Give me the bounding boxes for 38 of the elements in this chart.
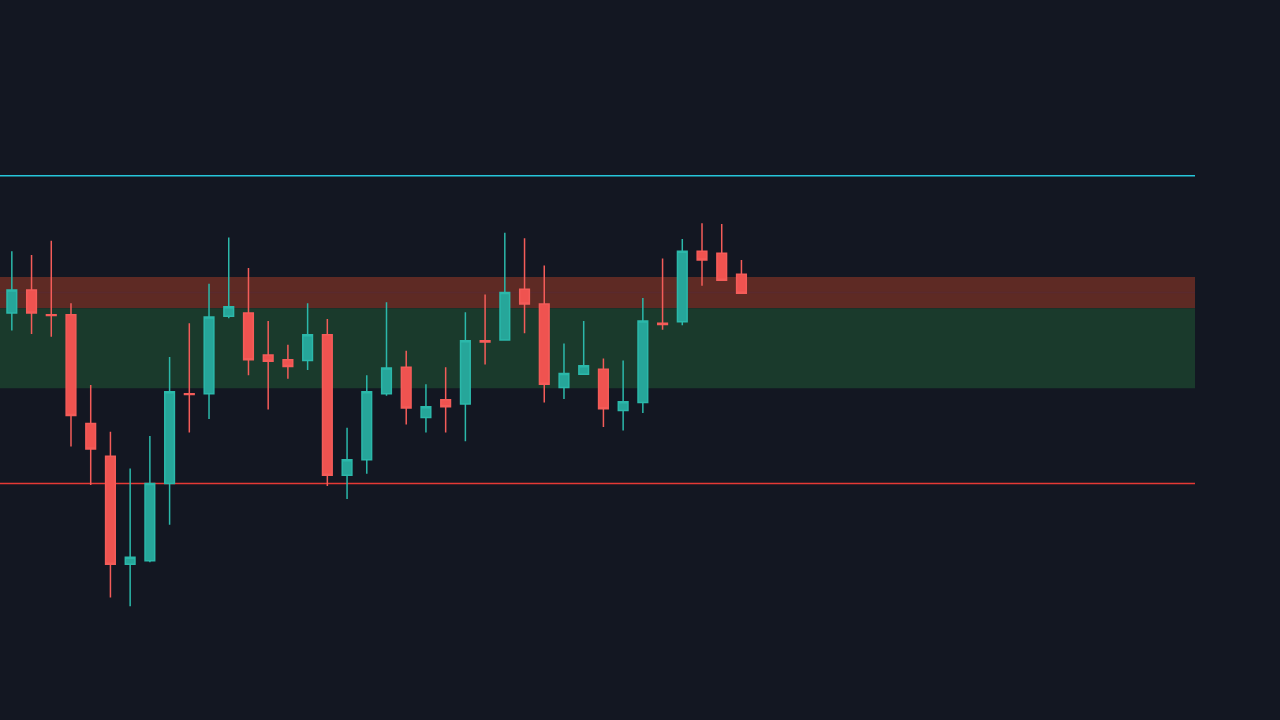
candlestick bbox=[400, 350, 412, 426]
candlestick bbox=[440, 366, 452, 434]
candlestick bbox=[696, 222, 708, 287]
candlestick bbox=[361, 374, 373, 475]
candlestick bbox=[420, 383, 432, 434]
candlestick bbox=[716, 223, 728, 282]
candlestick bbox=[676, 238, 688, 326]
candlestick bbox=[479, 293, 491, 366]
candlestick bbox=[85, 384, 97, 486]
candlestick bbox=[223, 236, 235, 320]
candlestick bbox=[735, 259, 748, 295]
candlestick bbox=[321, 318, 333, 487]
candlestick bbox=[518, 237, 531, 334]
candlestick bbox=[124, 467, 136, 608]
candlestick bbox=[262, 320, 274, 411]
candlestick bbox=[203, 283, 215, 420]
candlestick bbox=[538, 264, 550, 404]
candlestick bbox=[45, 240, 57, 338]
candlestick bbox=[282, 343, 294, 380]
candlestick bbox=[380, 301, 393, 397]
candlestick bbox=[104, 430, 117, 599]
candlestick bbox=[459, 311, 471, 442]
candlestick bbox=[597, 357, 609, 428]
candlestick bbox=[183, 322, 195, 434]
candlestick bbox=[637, 297, 649, 414]
candlestick bbox=[499, 232, 511, 342]
candlestick bbox=[656, 257, 669, 331]
candlestick bbox=[164, 356, 176, 526]
candlestick bbox=[6, 250, 18, 332]
candlestick bbox=[302, 302, 314, 371]
candlestick bbox=[558, 342, 570, 400]
candlestick bbox=[617, 359, 629, 432]
candlestick bbox=[242, 267, 255, 377]
candlestick bbox=[25, 254, 38, 335]
candlestick bbox=[578, 320, 590, 375]
candlestick bbox=[341, 427, 353, 500]
candlestick bbox=[65, 302, 77, 448]
candlestick bbox=[144, 435, 156, 564]
